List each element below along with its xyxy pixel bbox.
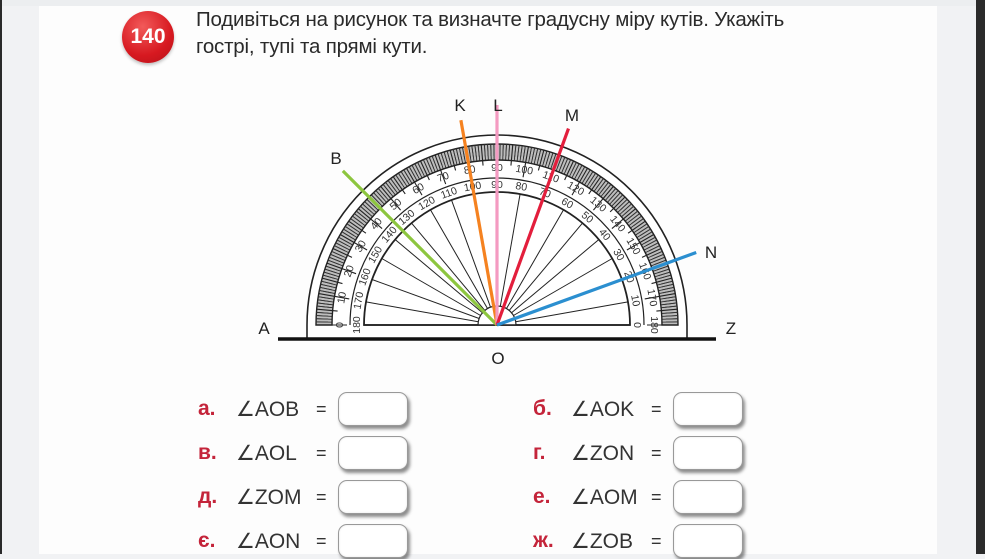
answer-box[interactable] [673, 480, 743, 514]
answer-row: д.∠ZOM= [198, 479, 408, 515]
equals-sign: = [651, 443, 673, 464]
outer-scale-label: 10 [335, 291, 349, 305]
label-a: A [258, 319, 270, 338]
answer-box[interactable] [338, 392, 408, 426]
answer-row: б.∠AOK= [533, 391, 743, 427]
label-b: B [330, 149, 341, 168]
answer-box[interactable] [338, 436, 408, 470]
angle-name: ∠ZOB [571, 529, 651, 554]
label-z: Z [726, 319, 736, 338]
item-letter: а. [198, 397, 236, 421]
answer-box[interactable] [338, 480, 408, 514]
answer-box[interactable] [673, 524, 743, 558]
outer-scale-label: 180 [648, 316, 660, 334]
equals-sign: = [651, 487, 673, 508]
equals-sign: = [316, 531, 338, 552]
answer-box[interactable] [673, 392, 743, 426]
label-n: N [705, 243, 717, 262]
answer-row: в.∠AOL= [198, 435, 408, 471]
equals-sign: = [651, 399, 673, 420]
angle-name: ∠AOM [571, 485, 651, 510]
degree-tick [316, 316, 328, 317]
label-l: L [493, 96, 502, 115]
angle-name: ∠ZON [571, 441, 651, 466]
item-letter: е. [533, 485, 571, 509]
inner-scale-label: 180 [351, 316, 363, 334]
equals-sign: = [316, 487, 338, 508]
answer-box[interactable] [338, 524, 408, 558]
angle-name: ∠AOB [236, 397, 316, 422]
inner-scale-label: 0 [631, 322, 643, 328]
inner-scale-label: 10 [628, 294, 642, 308]
item-letter: є. [198, 529, 236, 553]
answer-row: а.∠AOB= [198, 391, 408, 427]
inner-scale-label: 80 [515, 180, 529, 194]
equals-sign: = [316, 443, 338, 464]
item-letter: б. [533, 397, 571, 421]
outer-scale-label: 0 [334, 322, 346, 328]
angle-name: ∠ZOM [236, 485, 316, 510]
answer-box[interactable] [673, 436, 743, 470]
answer-row: е.∠AOM= [533, 479, 743, 515]
angle-name: ∠AON [236, 529, 316, 554]
item-letter: г. [533, 441, 571, 465]
equals-sign: = [316, 399, 338, 420]
angle-name: ∠AOK [571, 397, 651, 422]
degree-tick [506, 144, 507, 156]
equals-sign: = [651, 531, 673, 552]
answer-row: г.∠ZON= [533, 435, 743, 471]
angle-name: ∠AOL [236, 441, 316, 466]
label-k: K [454, 96, 466, 115]
label-m: M [565, 106, 579, 125]
degree-tick [488, 144, 489, 156]
item-letter: в. [198, 441, 236, 465]
label-o: O [491, 349, 504, 368]
degree-tick [666, 316, 678, 317]
item-letter: д. [198, 485, 236, 509]
item-letter: ж. [533, 529, 571, 553]
